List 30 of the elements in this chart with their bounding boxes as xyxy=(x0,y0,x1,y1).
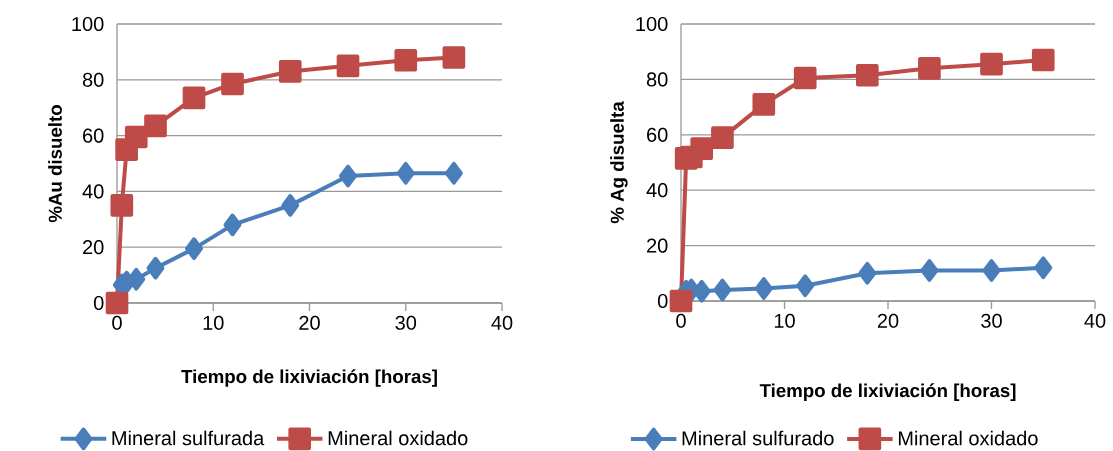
y-tick-label: 100 xyxy=(636,16,668,32)
y-tick-label: 20 xyxy=(647,238,668,253)
y-tick-label: 40 xyxy=(82,184,104,199)
y-tick-label: 80 xyxy=(82,72,104,87)
x-axis-title: Tiempo de lixiviación [horas] xyxy=(181,369,437,387)
y-tick-label: 100 xyxy=(72,16,104,32)
x-tick-label: 40 xyxy=(491,315,513,330)
legend-label: Mineral sulfurada xyxy=(112,430,265,446)
legend-label: Mineral sulfurado xyxy=(682,430,834,446)
x-tick-label: 10 xyxy=(203,315,224,330)
y-tick-label: 20 xyxy=(83,240,104,255)
legend-label: Mineral oxidado xyxy=(898,430,1038,446)
x-tick-label: 10 xyxy=(774,313,795,328)
y-tick-label: 80 xyxy=(646,72,668,87)
x-tick-label: 0 xyxy=(112,315,122,330)
x-axis-title: Tiempo de lixiviación [horas] xyxy=(759,383,1016,401)
x-tick-label: 40 xyxy=(1084,313,1106,328)
x-tick-label: 20 xyxy=(299,315,320,330)
y-tick-label: 40 xyxy=(646,183,668,198)
x-tick-label: 0 xyxy=(676,313,686,328)
legend-label: Mineral oxidado xyxy=(328,430,468,446)
x-tick-label: 30 xyxy=(395,315,417,330)
y-axis-title: %Au disuelto xyxy=(48,105,62,223)
y-tick-label: 60 xyxy=(647,127,668,142)
x-tick-label: 30 xyxy=(981,313,1002,328)
y-tick-label: 60 xyxy=(83,128,104,143)
y-axis-title: % Ag disuelta xyxy=(610,101,628,224)
y-tick-label: 0 xyxy=(657,293,668,309)
y-tick-label: 0 xyxy=(93,295,104,311)
x-tick-label: 20 xyxy=(877,313,899,328)
